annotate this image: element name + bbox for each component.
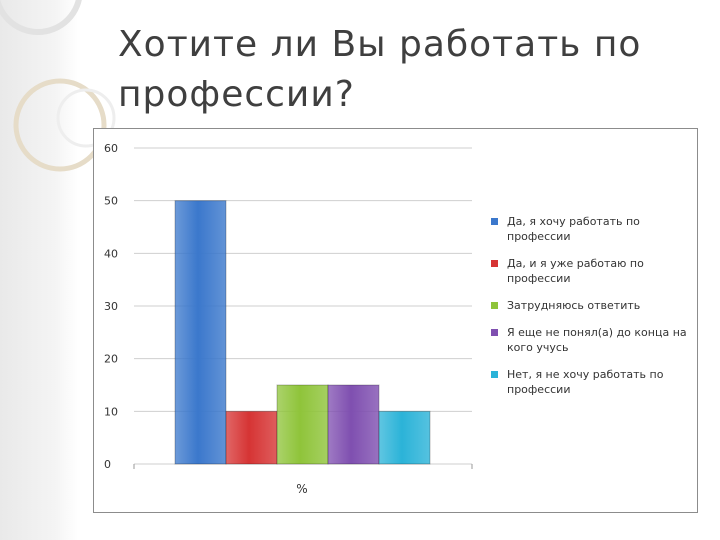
bar-5	[378, 410, 431, 465]
legend-swatch	[491, 329, 498, 336]
y-tick-label: 40	[104, 247, 118, 260]
slide-title: Хотите ли Вы работать по профессии?	[118, 20, 678, 120]
legend-swatch	[491, 302, 498, 309]
deco-ring-top	[0, 0, 82, 35]
deco-ring-inner	[56, 88, 116, 148]
bar-2	[225, 410, 278, 465]
y-tick-label: 10	[104, 405, 118, 418]
left-decor-strip	[0, 0, 78, 540]
legend-item: Затрудняюсь ответить	[491, 298, 691, 313]
chart-legend: Да, я хочу работать по профессии Да, и я …	[491, 214, 691, 409]
bar-4	[327, 384, 380, 465]
legend-item: Да, я хочу работать по профессии	[491, 214, 691, 244]
slide-title-line-2: профессии?	[118, 74, 355, 115]
decorative-rings	[0, 0, 116, 172]
legend-swatch	[491, 260, 498, 267]
legend-label: Я еще не понял(а) до конца на кого учусь	[507, 326, 687, 354]
legend-label: Да, и я уже работаю по профессии	[507, 257, 644, 285]
y-tick-label: 0	[104, 458, 111, 471]
x-axis-label: %	[296, 482, 307, 496]
legend-item: Да, и я уже работаю по профессии	[491, 256, 691, 286]
legend-label: Затрудняюсь ответить	[507, 299, 641, 312]
y-tick-label: 30	[104, 300, 118, 313]
legend-item: Нет, я не хочу работать по профессии	[491, 367, 691, 397]
bar-1	[174, 200, 227, 465]
legend-swatch	[491, 371, 498, 378]
slide-title-line-1: Хотите ли Вы работать по	[118, 24, 642, 65]
legend-label: Да, я хочу работать по профессии	[507, 215, 640, 243]
legend-swatch	[491, 218, 498, 225]
bar-3	[276, 384, 329, 465]
y-tick-label: 20	[104, 353, 118, 366]
chart-frame: 0 10 20 30 40 50 60% Да, я хочу работать по пр…	[93, 128, 698, 513]
deco-ring-middle	[13, 78, 107, 172]
legend-item: Я еще не понял(а) до конца на кого учусь	[491, 325, 691, 355]
y-tick-label: 50	[104, 195, 118, 208]
legend-label: Нет, я не хочу работать по профессии	[507, 368, 664, 396]
y-tick-label: 60	[104, 142, 118, 155]
bar-chart: 0 10 20 30 40 50 60%	[104, 142, 473, 496]
